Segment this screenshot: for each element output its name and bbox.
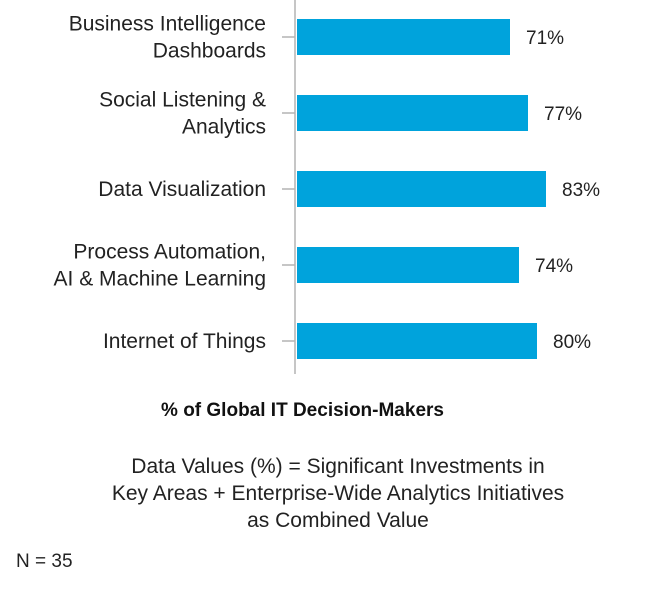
sample-size-label: N = 35 [16, 551, 73, 572]
bar [297, 19, 510, 55]
data-label: 71% [526, 28, 564, 49]
bar [297, 171, 546, 207]
data-label: 74% [535, 256, 573, 277]
category-label: Dashboards [153, 40, 266, 63]
note-line: Data Values (%) = Significant Investment… [131, 455, 545, 478]
data-label: 77% [544, 104, 582, 125]
bar [297, 95, 528, 131]
category-label: Process Automation, [73, 241, 266, 264]
x-axis-title: % of Global IT Decision-Makers [161, 400, 444, 421]
note-line: Key Areas + Enterprise-Wide Analytics In… [111, 482, 565, 505]
category-label: Social Listening & [99, 89, 266, 112]
category-label: Internet of Things [103, 330, 266, 353]
data-label: 80% [553, 332, 591, 353]
chart-note: Data Values (%) = Significant Investment… [0, 453, 665, 534]
category-label: Data Visualization [98, 178, 266, 201]
note-line: as Combined Value [247, 509, 429, 532]
data-label: 83% [562, 180, 600, 201]
category-label: AI & Machine Learning [54, 268, 266, 291]
category-label: Analytics [182, 116, 266, 139]
bar-chart: 71% Business Intelligence Dashboards 77% Soc… [54, 0, 600, 374]
bar [297, 323, 537, 359]
bar [297, 247, 519, 283]
category-label: Business Intelligence [69, 13, 266, 36]
